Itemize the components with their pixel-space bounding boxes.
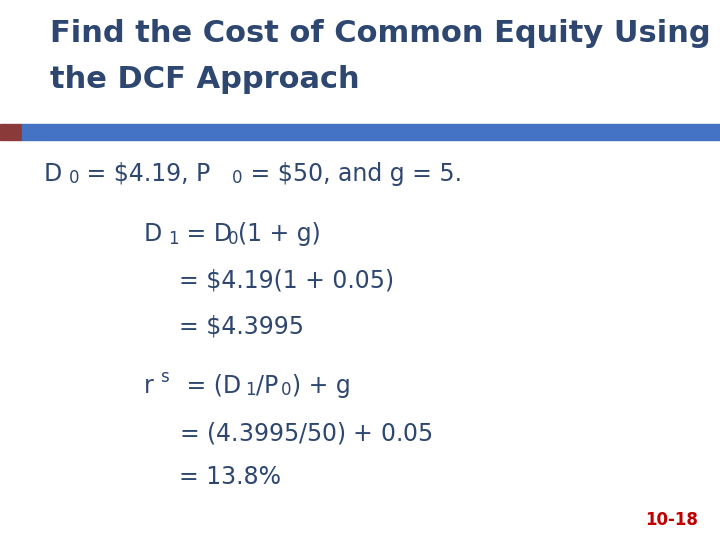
- Text: 0: 0: [281, 381, 292, 399]
- Text: 1: 1: [245, 381, 256, 399]
- Text: = ($4.3995/$50) + 0.05: = ($4.3995/$50) + 0.05: [179, 420, 433, 446]
- Text: 0: 0: [232, 169, 243, 187]
- Text: the DCF Approach: the DCF Approach: [50, 65, 360, 94]
- Text: 1: 1: [168, 230, 179, 247]
- Text: (1 + g): (1 + g): [238, 222, 321, 246]
- Text: /P: /P: [256, 374, 278, 397]
- Text: = $4.3995: = $4.3995: [179, 314, 304, 338]
- Bar: [0, 124, 22, 140]
- Text: r: r: [144, 374, 154, 397]
- Text: D: D: [43, 162, 61, 186]
- Text: 0: 0: [68, 169, 79, 187]
- Text: = $50, and g = 5.: = $50, and g = 5.: [243, 162, 462, 186]
- Text: s: s: [160, 368, 168, 386]
- Text: 10-18: 10-18: [646, 511, 698, 529]
- Text: = $4.19, P: = $4.19, P: [79, 162, 210, 186]
- Text: = 13.8%: = 13.8%: [179, 465, 281, 489]
- Text: = (D: = (D: [179, 374, 240, 397]
- Text: ) + g: ) + g: [292, 374, 351, 397]
- Text: = D: = D: [179, 222, 232, 246]
- Text: Find the Cost of Common Equity Using: Find the Cost of Common Equity Using: [50, 19, 711, 48]
- Text: 0: 0: [228, 230, 238, 247]
- Text: D: D: [144, 222, 162, 246]
- Text: = $4.19(1 + 0.05): = $4.19(1 + 0.05): [179, 268, 394, 292]
- Bar: [22, 124, 720, 140]
